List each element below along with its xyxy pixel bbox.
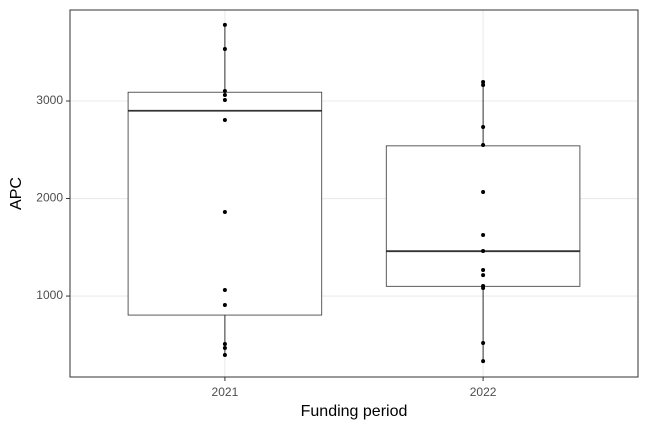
point: [222, 288, 227, 293]
point: [481, 286, 486, 291]
box: [385, 145, 581, 287]
point: [481, 273, 486, 278]
y-tick-label: 3000: [36, 93, 63, 107]
point: [481, 341, 486, 346]
point: [481, 125, 486, 130]
point: [222, 118, 227, 123]
point: [222, 88, 227, 93]
point: [481, 359, 486, 364]
point: [481, 268, 486, 273]
point: [222, 22, 227, 27]
point: [481, 82, 486, 87]
point: [222, 92, 227, 97]
point: [222, 98, 227, 103]
x-tick-label: 2021: [212, 385, 239, 399]
point: [481, 79, 486, 84]
point: [481, 232, 486, 237]
point: [222, 303, 227, 308]
x-axis-title: Funding period: [301, 403, 408, 420]
point: [222, 209, 227, 214]
point: [222, 353, 227, 358]
y-tick-label: 1000: [36, 288, 63, 302]
panel-border: [69, 9, 639, 378]
x-tick-label: 2022: [470, 385, 497, 399]
y-axis-title: APC: [8, 177, 25, 210]
point: [481, 248, 486, 253]
point: [222, 342, 227, 347]
box: [127, 91, 323, 316]
point: [222, 47, 227, 52]
y-tick-label: 2000: [36, 191, 63, 205]
point: [222, 346, 227, 351]
point: [481, 189, 486, 194]
point: [481, 142, 486, 147]
